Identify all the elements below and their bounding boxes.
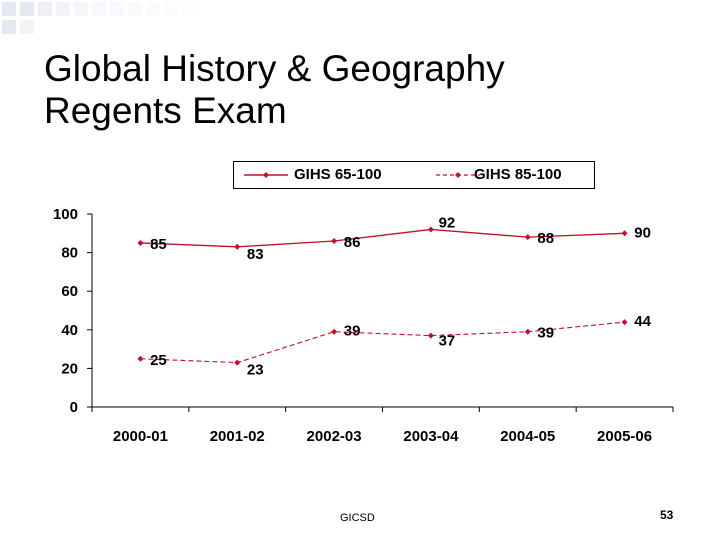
data-point-marker <box>427 226 434 233</box>
decorative-squares <box>2 2 196 34</box>
y-tick-label: 80 <box>61 245 78 262</box>
data-label: 44 <box>634 313 651 330</box>
data-label: 83 <box>247 246 264 263</box>
data-label: 92 <box>439 214 456 231</box>
data-point-marker <box>234 359 241 366</box>
x-tick-label: 2000-01 <box>113 428 168 445</box>
legend-label-series-2: GIHS 85-100 <box>474 166 562 183</box>
y-tick-label: 100 <box>53 206 78 223</box>
data-point-marker <box>524 328 531 335</box>
data-point-marker <box>234 243 241 250</box>
data-label: 39 <box>344 323 361 340</box>
data-point-marker <box>137 239 144 246</box>
slide-title-line-1: Global History & Geography <box>44 48 505 89</box>
data-point-marker <box>331 328 338 335</box>
data-point-marker <box>137 355 144 362</box>
data-point-marker <box>621 230 628 237</box>
slide-title-line-2: Regents Exam <box>44 90 287 131</box>
page-number: 53 <box>660 508 674 522</box>
legend-label-series-1: GIHS 65-100 <box>294 166 382 183</box>
x-tick-label: 2004-05 <box>500 428 555 445</box>
chart-series <box>137 226 628 366</box>
y-tick-label: 0 <box>70 399 78 416</box>
x-tick-label: 2003-04 <box>403 428 459 445</box>
x-tick-label: 2005-06 <box>597 428 652 445</box>
chart-axes: 0 20 40 60 80 100 2000-01 2001-02 2002-03 2003-04… <box>53 206 674 445</box>
data-point-marker <box>621 319 628 326</box>
data-label: 23 <box>247 362 264 379</box>
data-label: 25 <box>150 352 167 369</box>
y-tick-label: 60 <box>61 283 78 300</box>
data-label: 37 <box>439 333 456 350</box>
chart-legend: GIHS 65-100 GIHS 85-100 <box>233 161 595 189</box>
data-label: 86 <box>344 234 361 251</box>
x-tick-label: 2001-02 <box>210 428 265 445</box>
footer-text: GICSD <box>340 512 375 524</box>
series-line-1 <box>140 228 625 248</box>
data-label: 90 <box>634 224 651 241</box>
slide-title: Global History & Geography Regents Exam <box>44 48 664 132</box>
data-point-marker <box>524 234 531 241</box>
data-point-marker <box>331 238 338 245</box>
data-point-marker <box>427 332 434 339</box>
y-tick-label: 40 <box>61 322 78 339</box>
data-label: 85 <box>150 236 167 253</box>
series-line-2 <box>140 321 625 364</box>
x-tick-label: 2002-03 <box>307 428 362 445</box>
data-label: 39 <box>537 325 554 342</box>
chart-data-labels: 85 83 86 92 88 90 25 23 39 37 39 44 <box>150 214 652 378</box>
legend-swatch-series-2 <box>436 172 480 178</box>
y-tick-label: 20 <box>61 360 78 377</box>
data-label: 88 <box>537 230 554 247</box>
legend-swatch-series-1 <box>244 172 288 178</box>
